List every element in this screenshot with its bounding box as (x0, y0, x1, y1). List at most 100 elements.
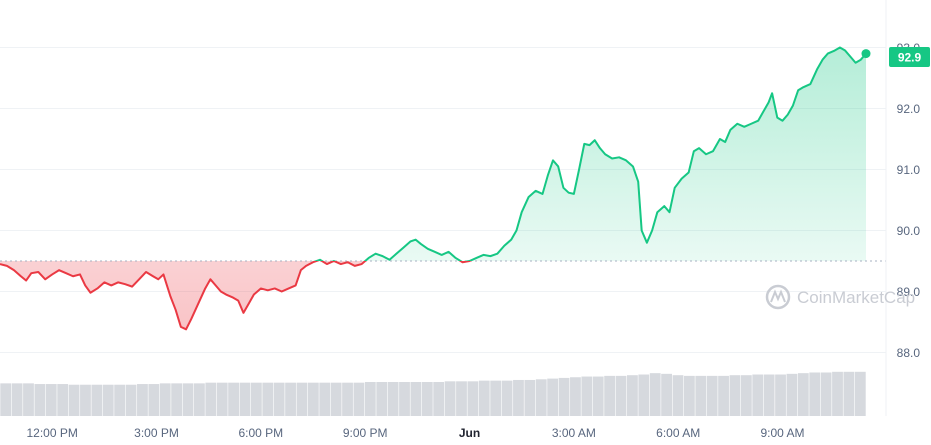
volume-bar (695, 375, 707, 416)
y-tick-label: 91.0 (897, 163, 921, 177)
volume-bar (159, 383, 171, 416)
volume-bar (535, 379, 547, 416)
y-tick-label: 88.0 (897, 346, 921, 360)
volume-bar (102, 384, 114, 416)
volume-bar (592, 376, 604, 416)
volume-bar (421, 382, 433, 416)
volume-bar (11, 383, 23, 416)
volume-bar (661, 373, 672, 416)
volume-bar (729, 375, 741, 416)
last-price-dot (861, 49, 871, 59)
volume-bar (854, 371, 866, 416)
volume-bar (285, 382, 296, 416)
x-tick-label: 3:00 AM (552, 426, 596, 440)
volume-bar (547, 378, 559, 416)
x-tick-label: 6:00 AM (656, 426, 700, 440)
volume-bar (478, 380, 490, 416)
coinmarketcap-logo-icon (765, 284, 791, 310)
price-line-above-baseline (313, 46, 867, 261)
volume-bar (820, 372, 832, 416)
area-fill-below-baseline (0, 261, 866, 330)
volume-bar (114, 384, 126, 416)
volume-bar (843, 371, 855, 416)
volume-bar (706, 375, 718, 416)
volume-bar (581, 376, 593, 416)
volume-bar (364, 382, 376, 416)
price-lines (0, 46, 867, 331)
volume-bar (797, 373, 809, 416)
volume-bar (809, 372, 821, 416)
y-tick-label: 90.0 (897, 224, 921, 238)
volume-bar (399, 382, 410, 416)
volume-bar (307, 382, 319, 416)
volume-bar (182, 383, 194, 416)
coinmarketcap-logo-mark (770, 289, 786, 303)
y-tick-label: 89.0 (897, 285, 921, 299)
volume-bar (570, 377, 581, 416)
volume-bar (342, 382, 353, 416)
grid-lines (0, 47, 886, 353)
volume-bar (262, 382, 274, 416)
volume-bar (330, 382, 342, 416)
volume-bar (456, 381, 467, 416)
volume-bar (649, 373, 661, 416)
volume-bar (444, 381, 456, 416)
volume-bar (45, 384, 57, 416)
volume-bar (228, 382, 239, 416)
volume-bar (34, 384, 46, 416)
volume-bar (80, 384, 91, 416)
volume-bar (137, 384, 148, 416)
volume-bar (786, 373, 798, 416)
volume-bar (627, 375, 638, 416)
volume-bar (239, 382, 251, 416)
volume-bar (513, 379, 524, 416)
volume-bar (23, 383, 34, 416)
volume-bar (250, 382, 262, 416)
x-axis-ticks: 12:00 PM 3:00 PM 6:00 PM 9:00 PM Jun 3:00 AM 6… (26, 426, 804, 440)
watermark-text: CoinMarketCap (797, 288, 915, 307)
y-tick-label: 92.0 (897, 102, 921, 116)
volume-bar (558, 377, 570, 416)
coinmarketcap-watermark: CoinMarketCap (765, 284, 915, 310)
volume-bar (763, 374, 775, 416)
volume-bar (68, 384, 80, 416)
volume-bar (194, 383, 205, 416)
current-price-badge: 92.9 (889, 47, 930, 67)
x-tick-label: 9:00 AM (761, 426, 805, 440)
y-axis-ticks: 88.089.090.091.092.093.0 (897, 41, 921, 360)
volume-bar (205, 382, 217, 416)
volume-bar (433, 382, 445, 416)
volume-bar (615, 375, 627, 416)
volume-bar (775, 374, 786, 416)
volume-bar (57, 384, 69, 416)
area-fill-above-baseline (0, 47, 866, 261)
volume-bar (319, 382, 331, 416)
volume-bar (273, 382, 285, 416)
volume-bar (638, 374, 650, 416)
volume-bar (740, 375, 752, 416)
volume-bar (91, 384, 103, 416)
current-price-label: 92.9 (898, 51, 922, 65)
price-line-below-baseline (0, 261, 473, 331)
x-tick-label: 12:00 PM (26, 426, 77, 440)
volume-bar (353, 382, 365, 416)
volume-bar (387, 382, 399, 416)
volume-bar (296, 382, 308, 416)
volume-bar (752, 374, 764, 416)
volume-bar (467, 381, 479, 416)
volume-bar (683, 375, 695, 416)
volume-bar (148, 384, 160, 416)
volume-bar (490, 380, 502, 416)
current-price-badge-bg (889, 47, 930, 67)
volume-bar (832, 371, 843, 416)
x-tick-label: 3:00 PM (134, 426, 179, 440)
volume-bars (0, 371, 866, 416)
volume-bar (171, 383, 183, 416)
x-tick-label: 9:00 PM (343, 426, 388, 440)
volume-bar (376, 382, 388, 416)
volume-bar (501, 380, 513, 416)
x-tick-label: Jun (459, 426, 480, 440)
volume-bar (125, 384, 137, 416)
volume-bar (672, 375, 684, 416)
